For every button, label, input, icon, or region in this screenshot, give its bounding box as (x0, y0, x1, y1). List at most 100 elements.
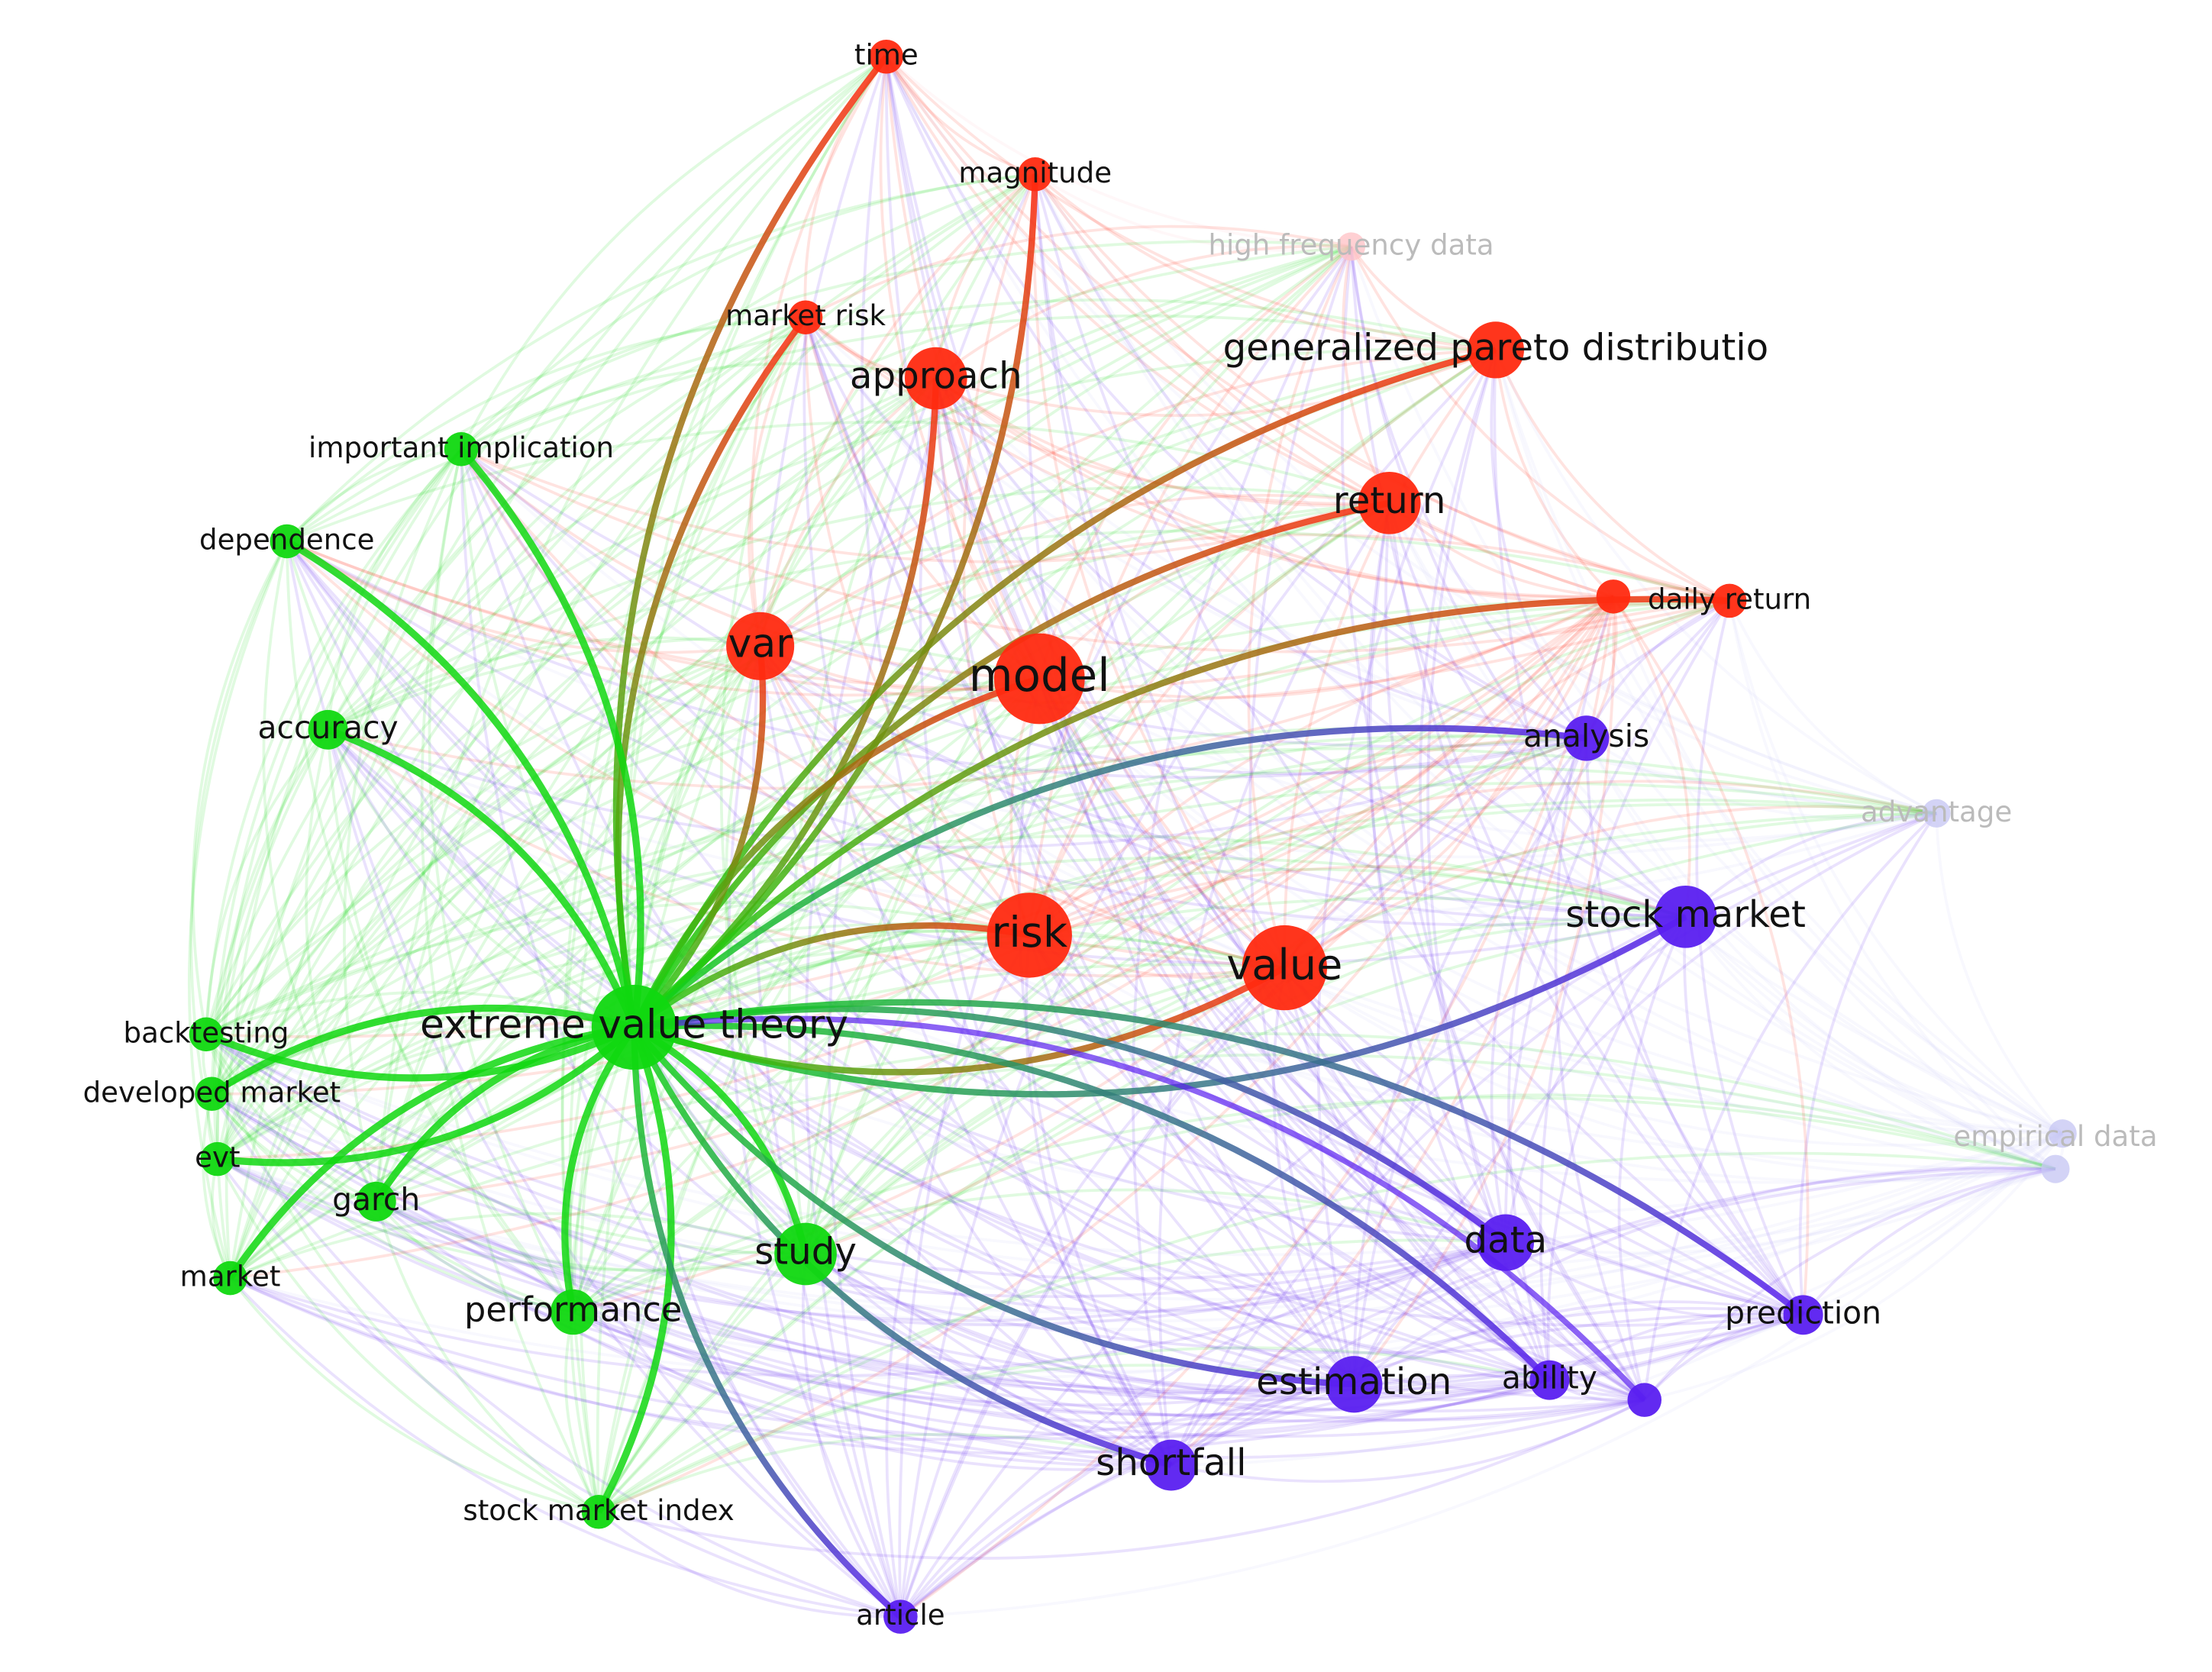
link (885, 56, 1937, 815)
link (1617, 916, 1687, 1401)
link (560, 316, 807, 1312)
link (885, 56, 1730, 602)
link (598, 1346, 1550, 1513)
link (211, 1093, 2056, 1301)
link (885, 56, 1036, 176)
link (1352, 812, 1937, 1386)
link (216, 1157, 1355, 1407)
link (597, 1510, 901, 1619)
link (216, 734, 1587, 1160)
link (1728, 600, 2057, 1170)
link (375, 798, 1937, 1203)
link (631, 347, 1497, 1029)
link (1028, 934, 1355, 1386)
link (804, 599, 1730, 1255)
link (615, 315, 809, 1028)
link (1038, 678, 1551, 1382)
link (573, 1132, 2064, 1373)
link (460, 315, 806, 450)
link (205, 55, 887, 1035)
link (1683, 916, 1805, 1316)
link (460, 447, 1040, 680)
link (205, 1024, 636, 1082)
link (631, 922, 1031, 1030)
node (883, 1599, 918, 1634)
link (1490, 738, 1588, 1243)
link (1802, 1167, 2056, 1316)
link (209, 1004, 635, 1097)
link (1353, 1166, 2056, 1386)
link (885, 55, 1497, 352)
link (1171, 1132, 2064, 1467)
link (205, 728, 329, 1035)
link (598, 1151, 2056, 1513)
link (1034, 173, 2056, 1170)
link (205, 1033, 1172, 1467)
link (934, 378, 1506, 1244)
link (1284, 596, 1615, 970)
link (633, 867, 1687, 1029)
link (1038, 677, 2063, 1135)
link (210, 448, 463, 1094)
link (374, 377, 937, 1202)
link (285, 541, 575, 1313)
link (1171, 1399, 1645, 1483)
link (1034, 173, 1730, 602)
node (788, 300, 823, 334)
link (1032, 174, 1286, 969)
link (229, 1277, 599, 1514)
link (217, 1132, 2063, 1315)
link (597, 812, 1937, 1513)
link (326, 315, 806, 731)
link (229, 1277, 901, 1619)
link (899, 1378, 1550, 1619)
link (205, 1033, 1506, 1280)
link (802, 317, 1173, 1467)
link (804, 316, 1687, 918)
link (1349, 246, 1804, 1316)
link (759, 494, 1390, 647)
link (229, 737, 1587, 1280)
link (634, 1022, 1552, 1383)
link (885, 56, 2056, 1170)
link (374, 1201, 600, 1513)
link (327, 728, 1550, 1382)
link (228, 376, 937, 1279)
link (1034, 173, 1614, 599)
link (1352, 599, 1731, 1385)
link (205, 1034, 377, 1203)
link (1247, 246, 1353, 969)
link (327, 173, 1036, 731)
link (564, 1312, 600, 1513)
link (934, 378, 1645, 1402)
link (571, 377, 938, 1312)
node (904, 347, 967, 410)
link (205, 376, 937, 1035)
link (327, 728, 1587, 849)
link (885, 56, 1390, 505)
link (216, 929, 1030, 1160)
node (1654, 885, 1717, 948)
link (420, 448, 600, 1513)
nodes (189, 39, 2077, 1634)
link (1028, 737, 1587, 937)
link (1170, 812, 1937, 1466)
node-label: market (180, 1260, 281, 1293)
link (205, 834, 1687, 1036)
link (286, 540, 1040, 697)
link (625, 56, 888, 1028)
link (458, 447, 644, 1028)
link (1028, 865, 1687, 937)
node (1596, 579, 1631, 614)
link (884, 56, 1551, 1382)
link (804, 737, 1587, 1255)
link (210, 644, 761, 1095)
link (211, 765, 1937, 1096)
node (1018, 157, 1052, 192)
link (326, 726, 638, 1029)
node-label: article (856, 1599, 945, 1632)
link (211, 856, 1686, 1096)
link (631, 596, 1730, 1030)
link (205, 245, 1352, 1035)
